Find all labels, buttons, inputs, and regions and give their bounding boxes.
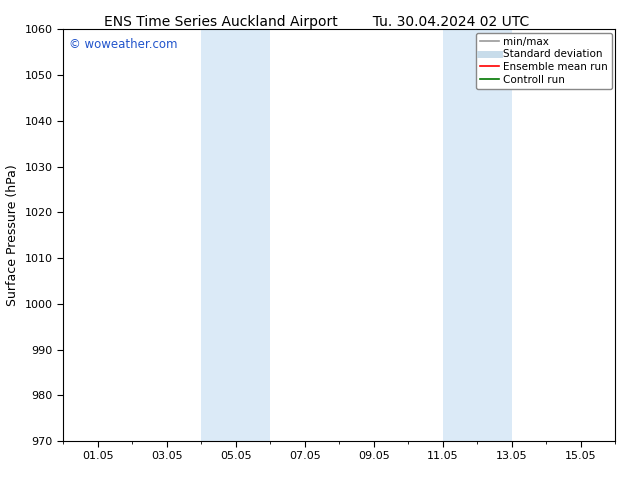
Bar (443, 29, 512, 441)
Y-axis label: Surface Pressure (hPa): Surface Pressure (hPa) (6, 164, 19, 306)
Bar (202, 29, 270, 441)
Text: © woweather.com: © woweather.com (69, 38, 178, 50)
Text: ENS Time Series Auckland Airport        Tu. 30.04.2024 02 UTC: ENS Time Series Auckland Airport Tu. 30.… (105, 15, 529, 29)
Legend: min/max, Standard deviation, Ensemble mean run, Controll run: min/max, Standard deviation, Ensemble me… (476, 32, 612, 89)
